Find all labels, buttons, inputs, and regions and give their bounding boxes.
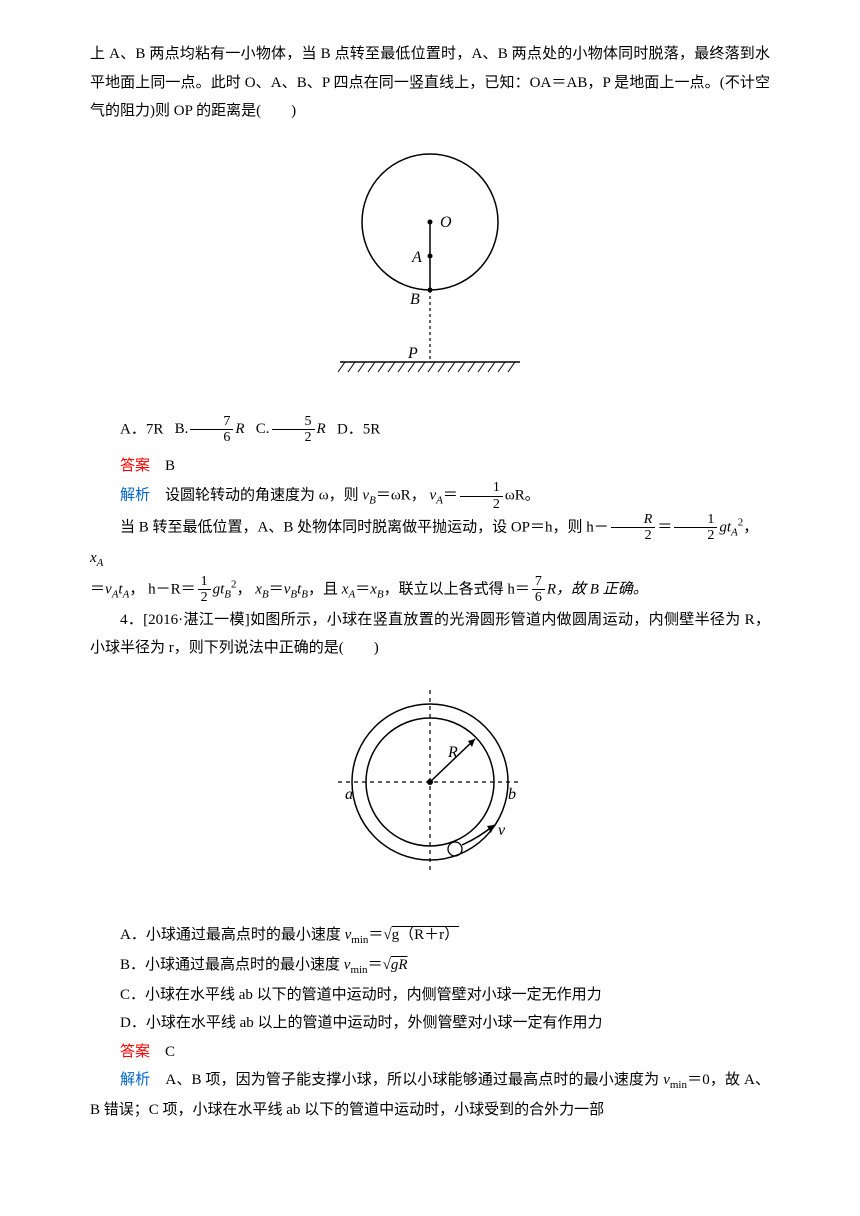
- svg-text:a: a: [345, 786, 353, 803]
- problem4-option-c: C．小球在水平线 ab 以下的管道中运动时，内侧管壁对小球一定无作用力: [90, 981, 770, 1010]
- svg-text:A: A: [411, 249, 422, 266]
- option-c: C.52R: [256, 421, 330, 437]
- svg-text:b: b: [508, 786, 516, 803]
- problem3-text: 上 A、B 两点均粘有一小物体，当 B 点转至最低位置时，A、B 两点处的小物体…: [90, 40, 770, 126]
- problem4-analysis: 解析 A、B 项，因为管子能支撑小球，所以小球能够通过最高点时的最小速度为 vm…: [90, 1066, 770, 1124]
- problem4-heading: 4．[2016·湛江一模]如图所示，小球在竖直放置的光滑圆形管道内做圆周运动，内…: [90, 606, 770, 663]
- option-a: A．7R: [120, 421, 163, 437]
- problem4-answer: 答案 C: [90, 1038, 770, 1067]
- svg-text:v: v: [498, 822, 506, 839]
- problem3-answer: 答案 B: [90, 452, 770, 481]
- problem3-figure: O A B P: [90, 140, 770, 401]
- problem3-options: A．7R B.76R C.52R D．5R: [90, 414, 770, 446]
- problem3-analysis2: 当 B 转至最低位置，A、B 处物体同时脱离做平抛运动，设 OP＝h，则 h－R…: [90, 512, 770, 574]
- problem4-option-b: B．小球通过最高点时的最小速度 vmin＝√gR: [90, 951, 770, 981]
- problem3-analysis1: 解析 设圆轮转动的角速度为 ω，则 vB＝ωR， vA＝12ωR。: [90, 480, 770, 512]
- problem4-option-d: D．小球在水平线 ab 以上的管道中运动时，外侧管壁对小球一定有作用力: [90, 1009, 770, 1038]
- svg-text:O: O: [440, 214, 452, 231]
- svg-text:R: R: [447, 744, 458, 761]
- option-d: D．5R: [337, 421, 380, 437]
- problem4-figure: R a b v: [90, 677, 770, 908]
- option-b: B.76R: [175, 421, 249, 437]
- svg-text:B: B: [410, 291, 420, 308]
- problem4-option-a: A．小球通过最高点时的最小速度 vmin＝√g（R＋r）: [90, 921, 770, 951]
- problem3-analysis3: ＝vAtA， h－R＝12gtB2， xB＝vBtB，且 xA＝xB，联立以上各…: [90, 574, 770, 606]
- svg-text:P: P: [407, 345, 418, 362]
